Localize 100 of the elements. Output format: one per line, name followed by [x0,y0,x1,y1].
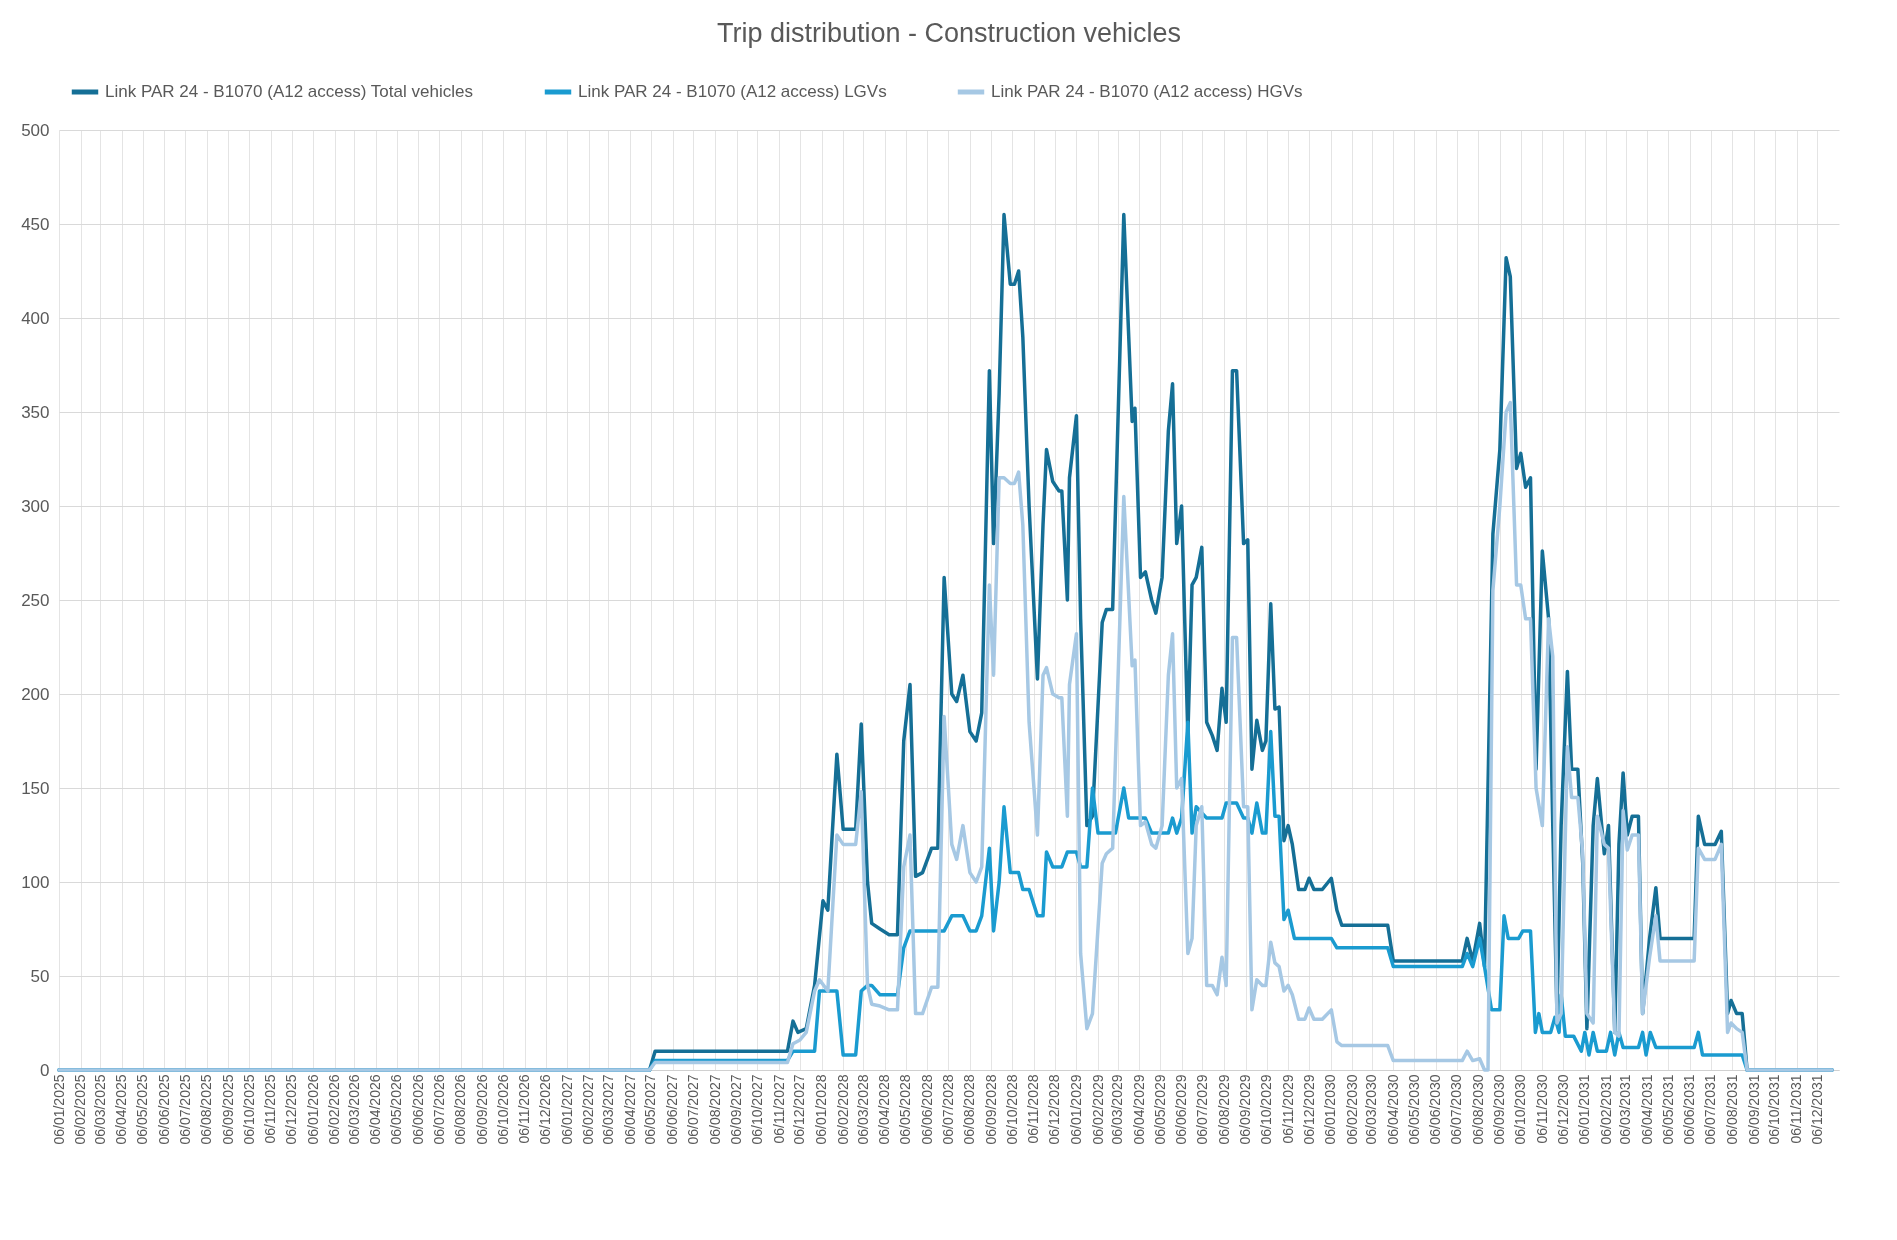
x-tick-label: 06/11/2027 [770,1074,787,1144]
x-tick-label: 06/12/2029 [1300,1074,1317,1145]
x-tick-label: 06/01/2028 [813,1074,830,1145]
x-tick-label: 06/10/2030 [1512,1074,1529,1145]
x-tick-label: 06/06/2031 [1681,1074,1698,1145]
x-tick-label: 06/12/2030 [1554,1074,1571,1145]
x-tick-label: 06/10/2025 [240,1074,257,1145]
legend-label: Link PAR 24 - B1070 (A12 access) HGVs [991,82,1303,101]
x-tick-label: 06/02/2028 [834,1074,851,1145]
x-tick-label: 06/09/2029 [1237,1074,1254,1145]
y-tick-label: 0 [40,1060,50,1080]
x-tick-label: 06/01/2027 [558,1074,575,1145]
x-tick-label: 06/07/2030 [1448,1074,1465,1145]
x-tick-label: 06/12/2028 [1046,1074,1063,1145]
x-tick-label: 06/11/2026 [516,1074,533,1144]
x-tick-label: 06/03/2030 [1363,1074,1380,1145]
x-tick-label: 06/08/2030 [1469,1074,1486,1145]
x-tick-label: 06/10/2027 [748,1074,765,1145]
x-tick-label: 06/09/2031 [1745,1074,1762,1145]
x-tick-label: 06/02/2027 [580,1074,597,1145]
x-tick-label: 06/04/2028 [876,1074,893,1145]
x-tick-label: 06/06/2028 [918,1074,935,1145]
x-tick-label: 06/04/2029 [1130,1074,1147,1145]
x-tick-label: 06/03/2027 [599,1074,616,1145]
x-tick-label: 06/02/2026 [326,1074,343,1145]
x-tick-label: 06/08/2025 [198,1074,215,1145]
x-tick-label: 06/11/2031 [1788,1074,1805,1144]
y-tick-label: 400 [21,308,50,328]
y-tick-label: 200 [21,684,50,704]
y-tick-label: 500 [21,120,50,140]
x-tick-label: 06/11/2029 [1279,1074,1296,1144]
x-tick-label: 06/03/2028 [854,1074,871,1145]
x-tick-label: 06/08/2026 [452,1074,469,1145]
x-tick-label: 06/02/2031 [1597,1074,1614,1145]
x-tick-label: 06/02/2029 [1089,1074,1106,1145]
y-tick-label: 300 [21,496,50,516]
x-tick-label: 06/05/2027 [642,1074,659,1145]
x-tick-label: 06/04/2027 [621,1074,638,1145]
x-tick-label: 06/08/2029 [1215,1074,1232,1145]
legend-label: Link PAR 24 - B1070 (A12 access) LGVs [578,82,887,101]
x-tick-label: 06/10/2029 [1258,1074,1275,1145]
x-tick-label: 06/03/2031 [1617,1074,1634,1145]
x-tick-label: 06/12/2027 [791,1074,808,1145]
x-tick-label: 06/07/2025 [176,1074,193,1145]
x-tick-label: 06/04/2025 [113,1074,130,1145]
x-tick-label: 06/12/2025 [283,1074,300,1145]
x-tick-label: 06/06/2029 [1173,1074,1190,1145]
x-tick-label: 06/07/2029 [1193,1074,1210,1145]
y-tick-label: 350 [21,402,50,422]
x-tick-label: 06/09/2028 [982,1074,999,1145]
x-tick-label: 06/07/2026 [430,1074,447,1145]
x-tick-label: 06/04/2030 [1384,1074,1401,1145]
x-tick-label: 06/10/2028 [1003,1074,1020,1145]
x-tick-label: 06/02/2030 [1343,1074,1360,1145]
x-tick-label: 06/05/2028 [897,1074,914,1145]
x-tick-label: 06/05/2026 [388,1074,405,1145]
x-tick-label: 06/04/2031 [1638,1074,1655,1145]
x-tick-label: 06/09/2025 [219,1074,236,1145]
x-tick-label: 06/03/2026 [345,1074,362,1145]
x-tick-label: 06/06/2025 [155,1074,172,1145]
x-tick-label: 06/11/2025 [262,1074,279,1144]
x-tick-label: 06/03/2025 [91,1074,108,1145]
x-tick-label: 06/07/2027 [684,1074,701,1145]
x-tick-label: 06/07/2028 [939,1074,956,1145]
x-tick-label: 06/08/2027 [706,1074,723,1145]
x-tick-label: 06/02/2025 [72,1074,89,1145]
x-tick-label: 06/05/2031 [1659,1074,1676,1145]
y-tick-label: 100 [21,872,50,892]
x-tick-label: 06/08/2031 [1723,1074,1740,1145]
legend-label: Link PAR 24 - B1070 (A12 access) Total vehicles [105,82,473,101]
y-tick-label: 250 [21,590,50,610]
x-tick-label: 06/09/2026 [473,1074,490,1145]
x-tick-label: 06/06/2026 [409,1074,426,1145]
y-tick-label: 50 [30,966,50,986]
chart-title: Trip distribution - Construction vehicles [716,18,1182,48]
x-tick-label: 06/11/2028 [1025,1074,1042,1144]
x-tick-label: 06/01/2031 [1576,1074,1593,1145]
x-tick-label: 06/07/2031 [1702,1074,1719,1145]
x-tick-label: 06/12/2026 [537,1074,554,1145]
x-tick-label: 06/06/2027 [664,1074,681,1145]
y-tick-label: 150 [21,778,50,798]
x-tick-label: 06/03/2029 [1109,1074,1126,1145]
x-tick-label: 06/10/2026 [494,1074,511,1145]
x-tick-label: 06/01/2030 [1322,1074,1339,1145]
x-tick-label: 06/04/2026 [367,1074,384,1145]
y-tick-label: 450 [21,214,50,234]
x-tick-label: 06/11/2030 [1533,1074,1550,1144]
line-series [57,400,1834,1072]
x-tick-label: 06/10/2031 [1766,1074,1783,1145]
x-tick-label: 06/12/2031 [1808,1074,1825,1145]
x-tick-label: 06/01/2025 [50,1074,67,1145]
x-tick-label: 06/05/2029 [1151,1074,1168,1145]
x-tick-label: 06/09/2030 [1491,1074,1508,1145]
x-tick-label: 06/01/2026 [304,1074,321,1145]
x-tick-label: 06/05/2025 [134,1074,151,1145]
x-tick-label: 06/01/2029 [1067,1074,1084,1145]
x-tick-label: 06/06/2030 [1427,1074,1444,1145]
x-tick-label: 06/05/2030 [1405,1074,1422,1145]
x-tick-label: 06/08/2028 [961,1074,978,1145]
x-tick-label: 06/09/2027 [728,1074,745,1145]
